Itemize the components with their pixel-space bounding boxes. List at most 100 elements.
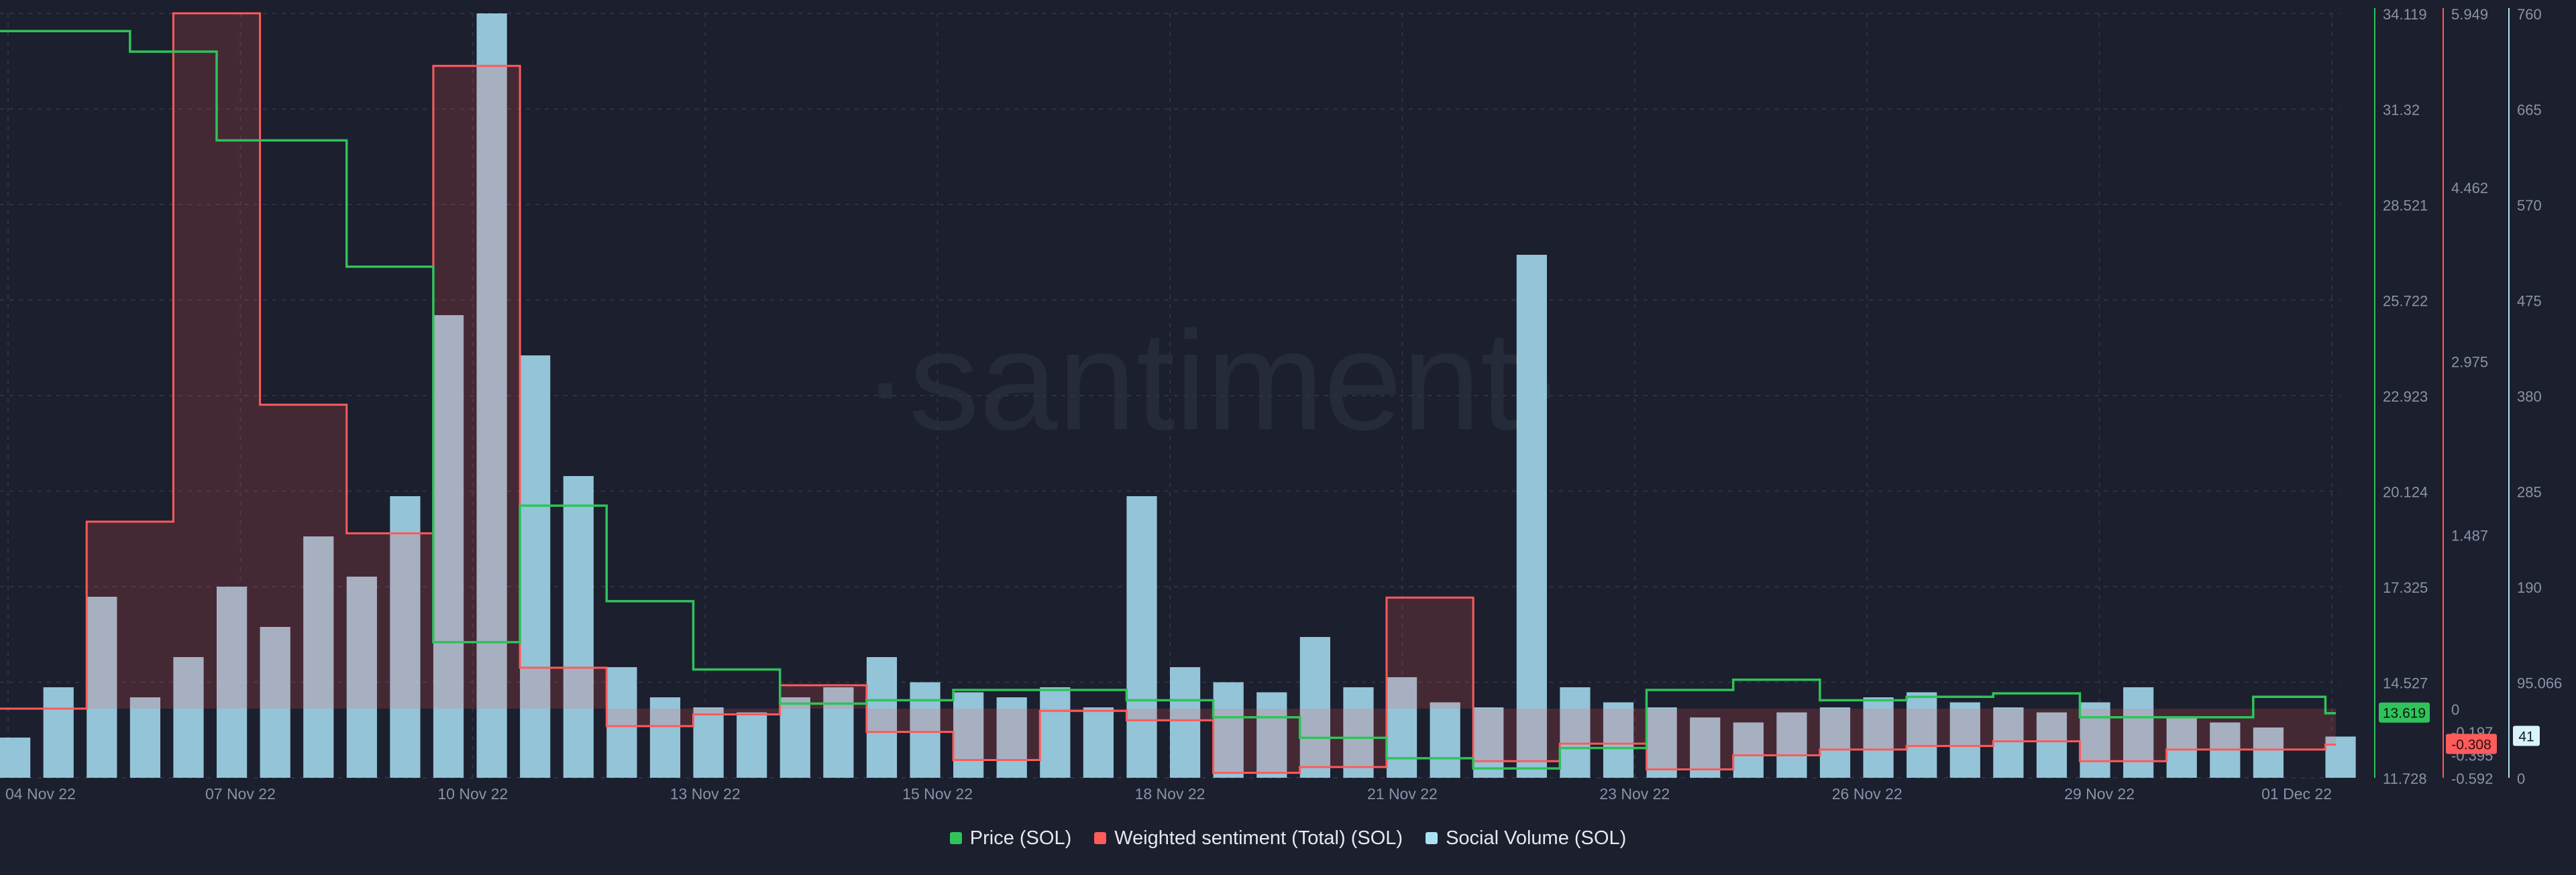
social-volume-bar <box>1949 702 1980 778</box>
social-volume-bar <box>43 687 74 778</box>
x-axis-labels: 04 Nov 22 07 Nov 22 10 Nov 22 13 Nov 22 15 N… <box>5 785 2332 803</box>
social-volume-tick-label: 475 <box>2517 293 2542 310</box>
social-volume-current-badge-value: 41 <box>2518 730 2534 745</box>
social-volume-bar <box>1993 707 2024 778</box>
social-volume-bar <box>1083 707 1114 778</box>
x-tick-label: 13 Nov 22 <box>670 785 741 803</box>
social-volume-bar <box>1386 677 1417 778</box>
social-volume-bar <box>476 13 507 778</box>
sentiment-step-line <box>0 12 2336 774</box>
social-volume-bar <box>390 496 421 778</box>
price-tick-label: 25.722 <box>2383 293 2428 310</box>
sentiment-tick-label: 2.975 <box>2451 353 2488 370</box>
social-volume-bar <box>780 697 810 778</box>
social-volume-bar <box>996 697 1027 778</box>
social-volume-tick-label: 380 <box>2517 388 2542 405</box>
social-volume-bar <box>910 682 941 778</box>
current-value-badges: 13.619 -0.308 41 <box>2379 702 2540 754</box>
price-tick-label: 14.527 <box>2383 675 2428 691</box>
social-volume-bar <box>2253 727 2284 778</box>
price-line <box>0 30 2336 770</box>
social-volume-tick-label: 190 <box>2517 579 2542 596</box>
legend-item-social-volume[interactable]: Social Volume (SOL) <box>1426 827 1626 850</box>
social-volume-bar <box>303 536 334 778</box>
social-volume-bar <box>1863 697 1894 778</box>
legend-swatch-price <box>949 832 962 844</box>
social-volume-bar <box>649 697 681 778</box>
social-volume-bar <box>2166 717 2197 778</box>
price-step-line <box>0 30 2336 770</box>
social-volume-bar <box>2123 687 2154 778</box>
price-tick-label: 28.521 <box>2383 197 2428 214</box>
sentiment-current-badge-value: -0.308 <box>2451 738 2491 753</box>
social-volume-bar <box>216 587 248 778</box>
axes: 34.119 31.32 28.521 25.722 22.923 20.124 17.32… <box>2374 6 2562 787</box>
social-volume-bar <box>1516 255 1547 778</box>
social-volume-tick-label: 285 <box>2517 484 2542 501</box>
price-tick-label: 17.325 <box>2383 579 2428 596</box>
social-volume-bar <box>0 738 31 778</box>
sentiment-area <box>0 12 2336 774</box>
social-volume-bar <box>1776 712 1807 778</box>
watermark: ·santiment· <box>862 302 1566 459</box>
social-volume-bar <box>173 657 204 778</box>
legend-label-sentiment: Weighted sentiment (Total) (SOL) <box>1114 827 1403 849</box>
social-volume-tick-label: 760 <box>2517 6 2542 23</box>
social-volume-bar <box>1819 707 1851 778</box>
social-volume-bar <box>129 697 160 778</box>
social-volume-bar <box>1126 496 1157 778</box>
social-volume-tick-label: 95.066 <box>2517 675 2562 691</box>
price-tick-label: 11.728 <box>2383 770 2427 787</box>
x-tick-label: 15 Nov 22 <box>902 785 973 803</box>
social-volume-bar <box>693 707 724 778</box>
social-volume-bar <box>1473 707 1504 778</box>
social-volume-bar <box>2080 702 2110 778</box>
x-tick-label: 29 Nov 22 <box>2064 785 2135 803</box>
social-volume-tick-label: 570 <box>2517 197 2542 214</box>
sentiment-tick-label: -0.592 <box>2451 770 2493 787</box>
price-tick-label: 31.32 <box>2383 102 2420 119</box>
social-volume-bar <box>1646 707 1677 778</box>
social-volume-bar <box>1256 692 1287 778</box>
price-tick-label: 22.923 <box>2383 388 2428 405</box>
social-volume-bar <box>1343 687 1374 778</box>
social-volume-bar <box>346 577 377 778</box>
legend-label-price: Price (SOL) <box>969 827 1072 849</box>
social-volume-tick-label: 0 <box>2517 770 2525 787</box>
sentiment-current-badge <box>2446 734 2497 754</box>
x-tick-label: 04 Nov 22 <box>5 785 76 803</box>
social-volume-bar <box>866 657 898 778</box>
social-volume-bar <box>260 627 290 778</box>
social-volume-bar <box>1170 667 1201 778</box>
sentiment-tick-label: 5.949 <box>2451 6 2488 23</box>
social-volume-bars <box>0 13 2356 778</box>
price-current-badge-value: 13.619 <box>2383 706 2426 721</box>
social-volume-bar <box>1430 702 1460 778</box>
legend-swatch-social-volume <box>1426 832 1438 844</box>
sentiment-area-fill <box>0 13 2336 773</box>
x-tick-label: 21 Nov 22 <box>1367 785 1438 803</box>
social-volume-bar <box>2036 712 2068 778</box>
legend: Price (SOL) Weighted sentiment (Total) (… <box>0 823 2576 853</box>
social-volume-current-badge <box>2513 725 2540 746</box>
x-tick-label: 01 Dec 22 <box>2261 785 2332 803</box>
price-tick-label: 34.119 <box>2383 6 2427 23</box>
x-tick-label: 10 Nov 22 <box>437 785 508 803</box>
x-tick-label: 07 Nov 22 <box>205 785 276 803</box>
social-volume-bar <box>953 692 984 778</box>
social-volume-bar <box>1603 702 1634 778</box>
social-volume-bar <box>1213 682 1244 778</box>
social-volume-bar <box>1040 687 1071 778</box>
sentiment-tick-label: 0 <box>2451 701 2459 718</box>
social-volume-bar <box>1690 717 1721 778</box>
social-volume-bar <box>2325 736 2356 778</box>
social-volume-bar <box>87 597 117 778</box>
price-current-badge <box>2379 702 2430 723</box>
legend-item-price[interactable]: Price (SOL) <box>949 827 1072 850</box>
social-volume-bar <box>606 667 637 778</box>
legend-item-sentiment[interactable]: Weighted sentiment (Total) (SOL) <box>1094 827 1403 850</box>
social-volume-bar <box>433 315 464 778</box>
social-volume-bar <box>737 712 767 778</box>
